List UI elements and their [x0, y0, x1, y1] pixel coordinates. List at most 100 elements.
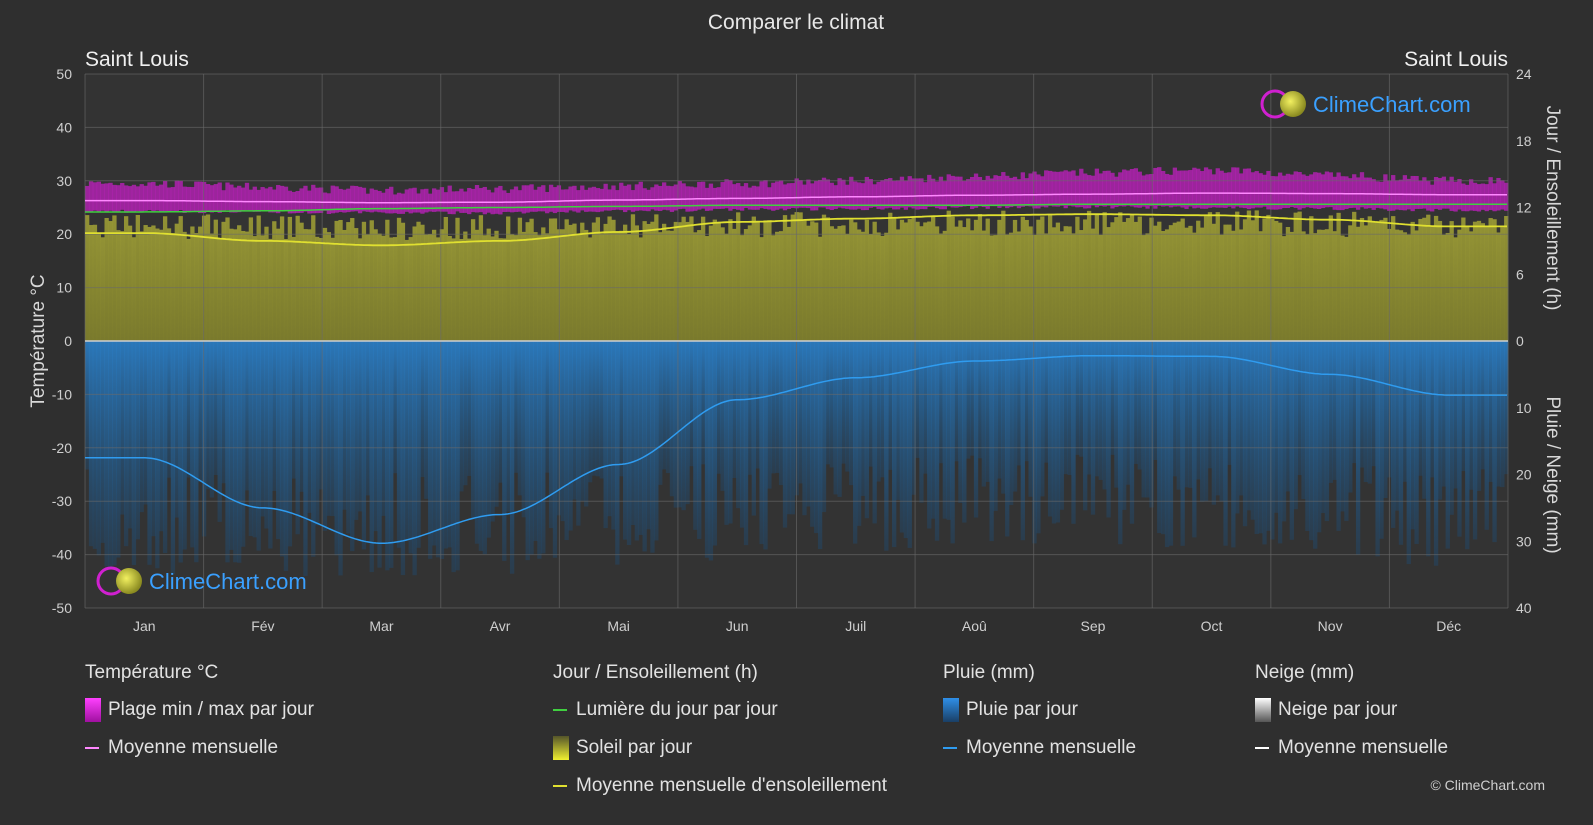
right-top-tick-label: 12 — [1516, 200, 1532, 216]
sun-bar — [638, 237, 643, 341]
sun-bar — [1012, 219, 1018, 341]
temp-range-bar — [369, 188, 374, 213]
sun-bar — [790, 214, 795, 341]
temp-range-bar — [221, 190, 226, 211]
rain-bar — [1059, 341, 1064, 510]
rain-bar — [954, 341, 959, 462]
sun-bar — [1418, 218, 1423, 341]
temp-range-bar — [1180, 170, 1185, 208]
rain-bar — [697, 341, 702, 539]
sun-bar — [728, 219, 733, 341]
temp-range-bar — [880, 180, 885, 210]
rain-bar — [420, 341, 425, 478]
rain-bar — [276, 341, 281, 540]
temp-range-bar — [630, 190, 636, 212]
sun-bar — [467, 238, 472, 341]
temp-range-bar — [1328, 172, 1333, 208]
rain-bar — [194, 341, 199, 563]
temp-range-bar — [552, 187, 558, 214]
rain-bar — [576, 341, 581, 526]
temp-range-bar — [326, 193, 332, 214]
sun-bar — [860, 231, 866, 341]
temp-range-bar — [1320, 174, 1326, 209]
temp-range-bar — [96, 181, 101, 212]
sun-bar — [334, 220, 339, 341]
temp-range-bar — [1246, 168, 1252, 210]
sun-bar — [182, 231, 187, 341]
rain-bar — [283, 341, 289, 571]
rain-bar — [92, 341, 98, 549]
rain-bar — [123, 341, 129, 547]
temp-range-bar — [162, 181, 168, 213]
rain-bar — [135, 341, 140, 540]
sun-bar — [665, 230, 671, 341]
temp-range-bar — [225, 182, 230, 211]
temp-range-bar — [985, 175, 990, 209]
temp-range-bar — [529, 184, 534, 212]
sun-bar — [1340, 235, 1345, 341]
rain-bar — [580, 341, 585, 501]
rain-bar — [1211, 341, 1217, 505]
rain-bar — [361, 341, 367, 550]
sun-bar — [186, 238, 191, 341]
sun-bar — [584, 229, 589, 341]
right-axis-top-ticks: 24 18 12 6 0 — [1516, 66, 1532, 349]
month-label: Déc — [1436, 618, 1461, 634]
temp-range-bar — [1238, 173, 1244, 208]
rain-bar — [856, 341, 862, 526]
sun-bar — [147, 226, 152, 341]
sun-bar — [420, 224, 425, 341]
rain-bar — [88, 341, 94, 547]
rain-bar — [1379, 341, 1384, 539]
sun-bar — [712, 219, 717, 341]
rain-bar — [346, 341, 351, 534]
sun-bar — [1289, 231, 1294, 341]
rain-bar — [825, 341, 831, 465]
legend-temp-range: Plage min / max par jour — [85, 698, 314, 722]
rain-bar — [1445, 341, 1450, 549]
temp-range-bar — [977, 176, 983, 207]
temp-range-bar — [1480, 183, 1486, 210]
sun-bar — [849, 219, 854, 341]
temp-range-bar — [490, 192, 495, 215]
logo-sun-icon — [116, 568, 142, 594]
sun-bar — [498, 238, 503, 341]
sun-bar — [131, 237, 137, 341]
daylight-swatch — [553, 709, 567, 711]
temp-range-bar — [1262, 174, 1267, 207]
rain-bar — [720, 341, 725, 491]
sun-bar — [502, 238, 507, 341]
sun-bar — [116, 230, 121, 341]
rain-bar — [654, 341, 659, 541]
left-tick-label: 50 — [56, 66, 72, 82]
temp-range-bar — [268, 186, 273, 213]
temp-range-bar — [116, 185, 121, 213]
temp-range-bar — [856, 182, 862, 209]
sun-bar — [1083, 219, 1088, 341]
temp-range-bar — [1067, 171, 1072, 206]
rain-bar — [474, 341, 480, 544]
temp-range-bar — [1161, 170, 1166, 207]
rain-bar — [1207, 341, 1213, 469]
sun-bar — [685, 221, 690, 341]
temp-range-bar — [1071, 170, 1076, 207]
rain-bar — [1083, 341, 1088, 511]
rain-bar — [1301, 341, 1306, 500]
temp-range-bar — [759, 181, 764, 209]
sun-bar — [1352, 211, 1357, 341]
temp-range-bar — [849, 176, 854, 210]
rain-bar — [712, 341, 717, 546]
sun-bar — [767, 220, 772, 341]
rain-bar — [1129, 341, 1135, 524]
temp-range-bar — [743, 183, 749, 209]
temp-range-bar — [997, 175, 1002, 208]
sun-bar — [771, 235, 776, 341]
temp-range-bar — [198, 181, 203, 214]
month-label: Jan — [133, 618, 156, 634]
sun-bar — [350, 218, 355, 341]
rain-bar — [112, 341, 117, 566]
rain-bar — [233, 341, 238, 563]
rain-bar — [1394, 341, 1400, 511]
sun-bar — [1437, 220, 1443, 341]
sun-bar — [1149, 217, 1154, 341]
